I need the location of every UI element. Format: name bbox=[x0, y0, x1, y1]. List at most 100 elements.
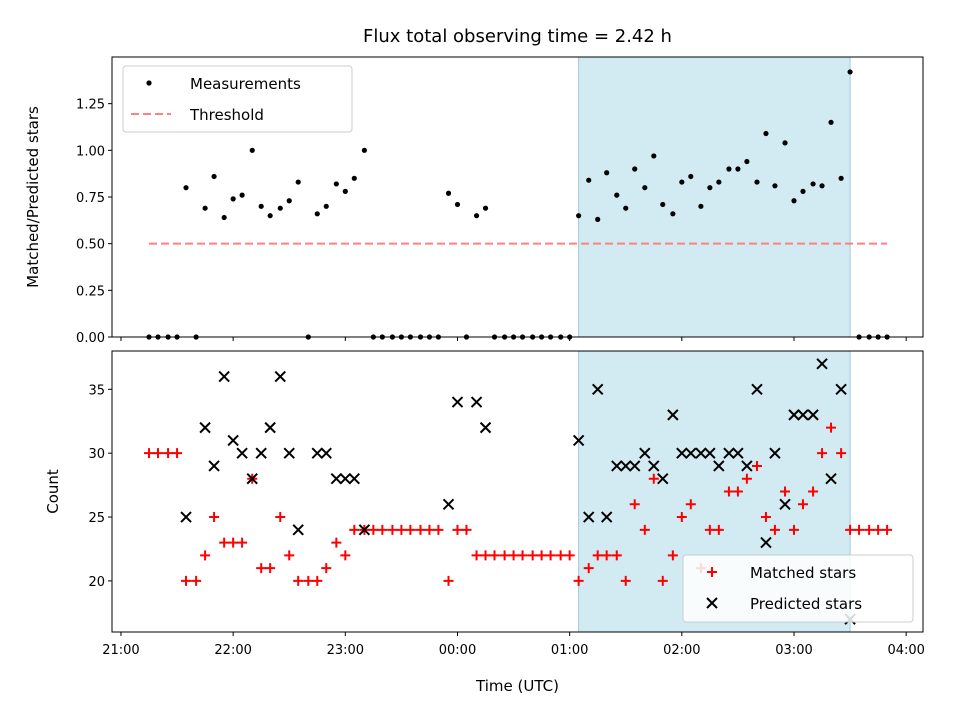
x-tick-label: 21:00 bbox=[102, 643, 139, 658]
legend-label-predicted: Predicted stars bbox=[750, 595, 862, 613]
matched-star-point bbox=[303, 575, 314, 586]
matched-star-point bbox=[797, 499, 808, 510]
matched-star-point bbox=[415, 524, 426, 535]
measurement-point bbox=[202, 205, 208, 211]
measurement-point bbox=[595, 216, 601, 222]
matched-star-point bbox=[368, 524, 379, 535]
y-tick-label: 30 bbox=[88, 447, 105, 462]
predicted-star-point bbox=[572, 434, 585, 447]
matched-star-point bbox=[845, 524, 856, 535]
x-tick-label: 23:00 bbox=[327, 643, 364, 658]
matched-star-point bbox=[387, 524, 398, 535]
x-axis-label: Time (UTC) bbox=[475, 677, 559, 695]
plot-frame bbox=[111, 56, 924, 338]
predicted-star-point bbox=[218, 370, 230, 383]
matched-star-point bbox=[172, 448, 183, 459]
measurement-point bbox=[239, 192, 245, 198]
matched-star-point bbox=[209, 512, 220, 523]
matched-star-point bbox=[667, 550, 678, 561]
predicted-star-point bbox=[629, 460, 641, 472]
predicted-star-point bbox=[470, 396, 483, 408]
predicted-star-point bbox=[611, 460, 623, 472]
predicted-star-point bbox=[600, 511, 613, 523]
measurement-point bbox=[258, 203, 264, 209]
y-tick-label: 0.25 bbox=[76, 284, 105, 299]
predicted-star-point bbox=[695, 447, 707, 459]
matched-star-point bbox=[527, 550, 538, 561]
matched-star-point bbox=[555, 550, 566, 561]
matched-star-point bbox=[256, 563, 267, 574]
x-tick-label: 01:00 bbox=[551, 643, 588, 658]
predicted-star-point bbox=[208, 460, 220, 472]
measurement-point bbox=[286, 198, 292, 204]
chart-title: Flux total observing time = 2.42 h bbox=[363, 26, 672, 47]
x-tick-label: 04:00 bbox=[887, 643, 924, 658]
predicted-star-point bbox=[732, 447, 744, 459]
predicted-star-point bbox=[741, 460, 753, 472]
matched-star-point bbox=[657, 575, 668, 586]
predicted-star-point bbox=[479, 421, 492, 434]
matched-star-point bbox=[396, 524, 407, 535]
matched-star-point bbox=[293, 575, 304, 586]
matched-star-point bbox=[685, 499, 696, 510]
plot-frame bbox=[111, 350, 924, 633]
measurement-point bbox=[800, 188, 806, 194]
measurement-point bbox=[744, 158, 750, 165]
matched-star-point bbox=[882, 524, 893, 535]
matched-star-point bbox=[284, 550, 295, 561]
measurement-point bbox=[726, 166, 732, 172]
measurement-point bbox=[230, 196, 236, 202]
measurement-point bbox=[323, 203, 329, 209]
y-axis-label: Count bbox=[44, 469, 62, 514]
measurement-point bbox=[828, 119, 834, 125]
predicted-star-point bbox=[788, 409, 800, 421]
matched-star-point bbox=[349, 524, 360, 535]
predicted-star-point bbox=[358, 524, 371, 536]
y-tick-label: 1.25 bbox=[76, 98, 105, 113]
legend-label-threshold: Threshold bbox=[189, 106, 264, 124]
predicted-star-point bbox=[657, 473, 669, 485]
measurement-point bbox=[445, 190, 452, 196]
matched-star-point bbox=[620, 575, 631, 586]
predicted-star-point bbox=[180, 511, 192, 523]
matched-star-point bbox=[864, 524, 875, 535]
predicted-star-point bbox=[667, 409, 679, 421]
matched-star-point bbox=[817, 448, 828, 459]
legend-marker-predicted bbox=[706, 597, 718, 609]
matched-star-point bbox=[480, 550, 491, 561]
matched-star-point bbox=[836, 448, 847, 459]
y-tick-label: 0.50 bbox=[76, 238, 105, 253]
measurement-point bbox=[763, 130, 769, 137]
legend-box bbox=[122, 65, 353, 133]
measurement-point bbox=[679, 179, 685, 185]
measurement-point bbox=[277, 205, 283, 211]
matched-star-point bbox=[741, 473, 752, 484]
measurement-point bbox=[735, 166, 741, 172]
measurement-point bbox=[482, 205, 489, 211]
predicted-star-point bbox=[264, 421, 276, 434]
matched-star-point bbox=[181, 575, 192, 586]
predicted-star-point bbox=[283, 447, 295, 459]
measurement-point bbox=[211, 173, 217, 180]
predicted-star-point bbox=[797, 409, 809, 421]
predicted-star-point bbox=[348, 473, 360, 485]
matched-star-point bbox=[200, 550, 211, 561]
predicted-star-point bbox=[339, 473, 352, 485]
measurement-point bbox=[651, 153, 657, 159]
measurement-point bbox=[623, 205, 629, 211]
predicted-star-point bbox=[227, 434, 239, 447]
matched-star-point bbox=[873, 524, 884, 535]
measurement-point bbox=[707, 185, 713, 191]
measurement-point bbox=[361, 147, 367, 153]
matched-star-point bbox=[508, 550, 519, 561]
matched-star-point bbox=[545, 550, 556, 561]
measurement-point bbox=[716, 179, 722, 185]
predicted-star-point bbox=[685, 447, 697, 459]
matched-star-point bbox=[826, 422, 837, 433]
predicted-star-point bbox=[825, 473, 837, 485]
measurement-point bbox=[660, 201, 666, 208]
predicted-star-point bbox=[704, 447, 716, 459]
measurement-point bbox=[847, 69, 853, 75]
x-tick-label: 22:00 bbox=[214, 643, 251, 658]
matched-star-point bbox=[144, 448, 155, 459]
